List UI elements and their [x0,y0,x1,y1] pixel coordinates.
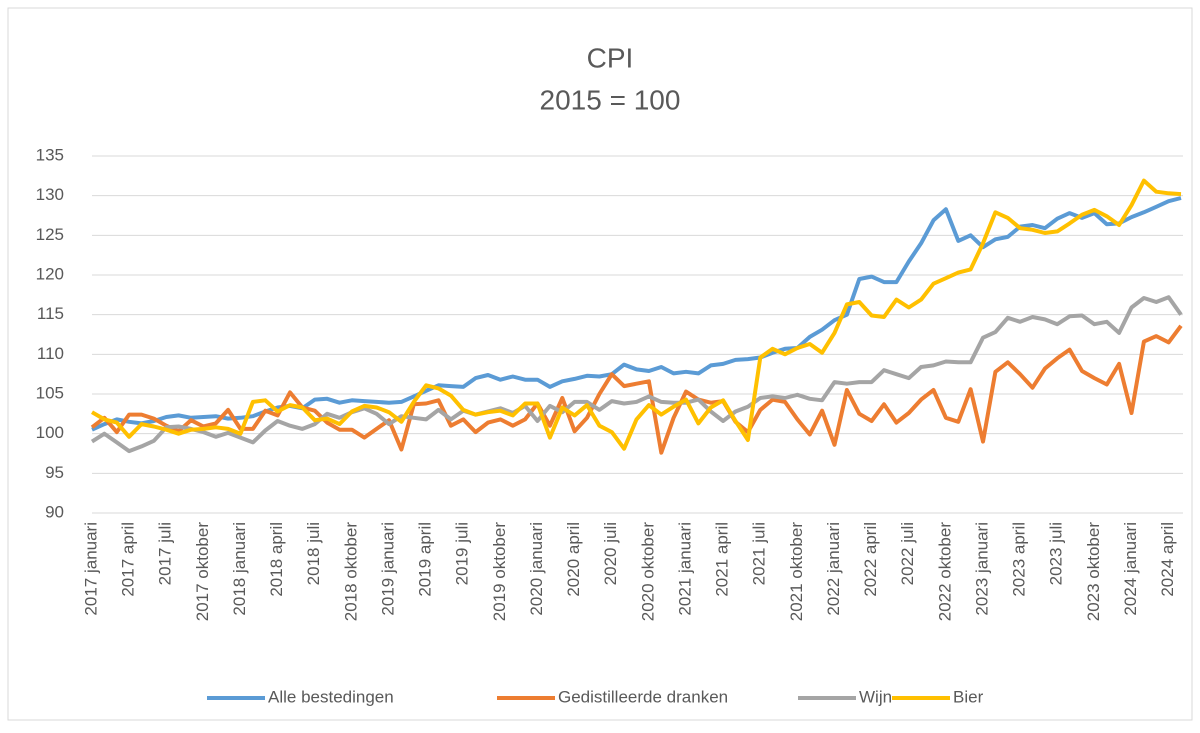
x-tick-label: 2017 april [119,522,138,597]
x-tick-label: 2017 juli [156,522,175,585]
x-tick-label: 2022 januari [824,522,843,616]
y-tick-label: 125 [36,225,64,244]
x-tick-label: 2019 januari [378,522,397,616]
x-tick-label: 2024 januari [1121,522,1140,616]
x-tick-label: 2021 januari [675,522,694,616]
x-tick-label: 2020 januari [527,522,546,616]
x-tick-label: 2018 april [267,522,286,597]
y-tick-label: 120 [36,264,64,283]
chart-border [7,7,1193,721]
x-tick-label: 2023 januari [972,522,991,616]
x-tick-label: 2018 oktober [341,522,360,622]
x-tick-label: 2019 juli [453,522,472,585]
x-tick-label: 2019 april [416,522,435,597]
x-tick-label: 2023 oktober [1084,522,1103,622]
x-tick-label: 2023 juli [1047,522,1066,585]
x-tick-label: 2022 april [861,522,880,597]
y-tick-label: 130 [36,185,64,204]
y-tick-label: 95 [45,463,64,482]
x-tick-label: 2021 april [713,522,732,597]
legend-label: Wijn [859,687,892,706]
x-tick-label: 2022 juli [898,522,917,585]
chart-title: CPI [587,42,634,73]
y-tick-label: 115 [37,304,64,323]
x-tick-label: 2023 april [1010,522,1029,597]
y-tick-label: 100 [36,423,64,442]
x-tick-label: 2019 oktober [490,522,509,622]
x-tick-label: 2022 oktober [935,522,954,622]
x-tick-label: 2021 oktober [787,522,806,622]
x-tick-label: 2018 juli [304,522,323,585]
y-tick-label: 110 [37,344,64,363]
legend-label: Bier [953,687,984,706]
y-tick-label: 90 [45,502,64,521]
series-line [90,295,1183,454]
legend-label: Gedistilleerde dranken [558,687,728,706]
x-tick-label: 2020 april [564,522,583,597]
y-tick-label: 105 [36,383,64,402]
x-tick-label: 2018 januari [230,522,249,616]
x-tick-label: 2024 april [1158,522,1177,597]
chart-subtitle: 2015 = 100 [540,84,681,115]
x-tick-label: 2020 oktober [638,522,657,622]
x-tick-label: 2017 januari [81,522,100,616]
x-tick-label: 2020 juli [601,522,620,585]
y-tick-label: 135 [36,145,64,164]
legend-label: Alle bestedingen [268,687,394,706]
series-line [90,178,1182,451]
x-tick-label: 2021 juli [750,522,769,585]
x-tick-label: 2017 oktober [193,522,212,622]
series-line [90,324,1183,455]
